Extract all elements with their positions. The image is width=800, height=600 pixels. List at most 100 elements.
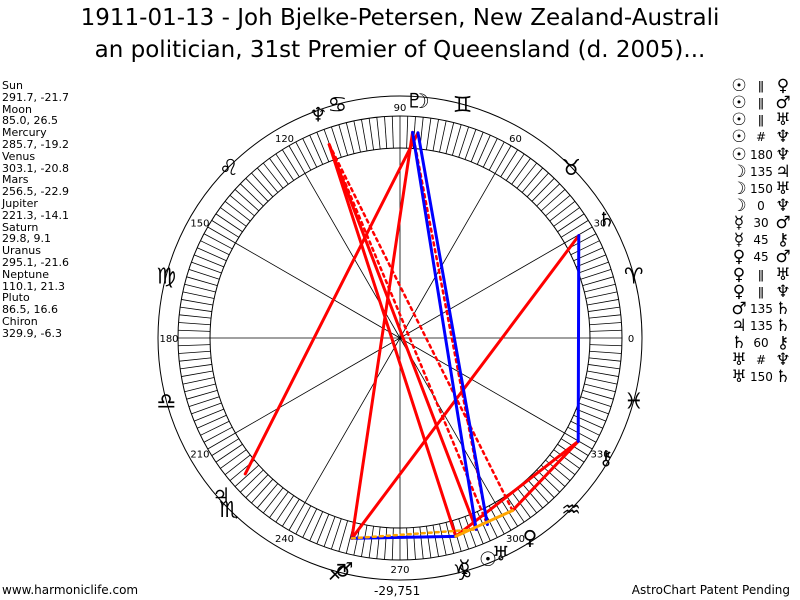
ring-tick: [224, 201, 251, 222]
aspect-planet-glyph: ♆: [775, 127, 791, 148]
planet-value-pluto: 86.5, 16.6: [2, 303, 58, 317]
aspect-type: 60: [753, 336, 769, 351]
ring-tick: [470, 132, 484, 162]
ring-tick: [316, 514, 330, 544]
ring-tick: [511, 158, 531, 185]
aspect-type: ǁ: [758, 96, 764, 111]
ring-tick: [505, 153, 525, 181]
aspect-planet-glyph: ♅: [731, 367, 747, 388]
planet-name-uranus: Uranus: [2, 244, 41, 258]
aspect-planet-glyph: ☉: [731, 76, 747, 96]
footer-patent: AstroChart Patent Pending: [631, 583, 790, 597]
sign-aries-icon: ♈: [624, 264, 644, 289]
footer-website[interactable]: www.harmoniclife.com: [2, 583, 139, 597]
planet-name-mars: Mars: [2, 173, 29, 187]
aspect-row: ♀ 45 ♂: [728, 249, 798, 266]
ring-tick: [275, 153, 295, 181]
ring-tick: [215, 213, 243, 233]
degree-label: 90: [394, 103, 407, 114]
aspect-type: 45: [753, 250, 769, 265]
ring-tick: [584, 283, 616, 293]
ring-tick: [432, 119, 439, 151]
ring-tick: [194, 254, 224, 268]
ring-tick: [178, 344, 211, 347]
planet-name-saturn: Saturn: [2, 220, 39, 234]
house-spokes: [210, 148, 590, 528]
ring-tick: [245, 178, 269, 202]
ring-tick: [188, 269, 220, 280]
aspect-planet-glyph: ♅: [775, 264, 791, 285]
ring-tick: [309, 511, 324, 541]
ring-tick: [188, 396, 220, 407]
sign-aquarius-icon: ♒: [561, 498, 581, 523]
planet-name-jupiter: Jupiter: [2, 196, 38, 210]
aspect-line: [411, 130, 478, 531]
sign-cancer-icon: ♋: [327, 93, 347, 118]
ring-tick: [376, 117, 381, 150]
aspect-planet-glyph: ☿: [733, 213, 745, 234]
ring-tick: [588, 357, 621, 362]
ring-tick: [406, 527, 409, 560]
ring-tick: [391, 527, 394, 560]
ring-tick: [211, 220, 240, 238]
aspect-type: 135: [750, 164, 773, 179]
aspect-type: 180: [750, 147, 773, 162]
planet-value-uranus: 295.1, -21.6: [2, 255, 69, 269]
planet-value-jupiter: 221.3, -14.1: [2, 208, 69, 222]
sign-leo-icon: ♌: [219, 156, 239, 181]
ring-tick: [570, 420, 600, 436]
aspect-planet-glyph: ☽: [731, 195, 747, 216]
aspect-planet-glyph: ☿: [733, 230, 745, 251]
ring-tick: [439, 523, 447, 556]
venus-icon: ♀: [523, 525, 538, 549]
ring-tick: [560, 220, 589, 238]
aspect-row: ☽ 150 ♅: [728, 180, 798, 198]
ring-tick: [540, 189, 566, 212]
aspect-type: ǁ: [758, 267, 764, 282]
aspect-row: ☿ 30 ♂: [728, 215, 798, 232]
aspect-planet-glyph: ♆: [775, 195, 791, 216]
aspect-planet-glyph: ♀: [732, 281, 746, 302]
ring-tick: [302, 138, 318, 168]
aspect-line: [327, 143, 458, 538]
sun-icon: ☉: [479, 547, 497, 571]
ring-tick: [376, 526, 381, 559]
aspect-row: ♄ 60 ⚷: [728, 335, 798, 352]
ring-tick: [582, 389, 614, 400]
aspect-planet-glyph: ♀: [732, 264, 746, 285]
aspect-row: ☽ 0 ♆: [728, 195, 798, 216]
aspect-planet-glyph: ♆: [775, 144, 791, 165]
ring-tick: [531, 474, 555, 498]
aspect-planet-glyph: ♄: [775, 298, 791, 319]
ring-tick: [234, 189, 260, 212]
ring-tick: [181, 370, 213, 377]
aspect-type: 135: [750, 301, 773, 316]
ring-tick: [536, 469, 560, 493]
ring-tick: [186, 389, 218, 400]
ring-tick: [178, 350, 211, 354]
ring-tick: [439, 120, 447, 153]
degree-label: 180: [159, 334, 178, 345]
ring-tick: [256, 483, 279, 509]
ring-tick: [488, 505, 505, 535]
aspect-line: [576, 234, 581, 443]
sign-gemini-icon: ♊: [453, 93, 473, 118]
aspect-line: [416, 131, 489, 527]
ring-tick: [570, 240, 600, 256]
aspect-planet-glyph: ♃: [731, 315, 747, 336]
ring-tick: [203, 426, 233, 443]
aspect-row: ☉ ǁ ♅: [728, 112, 798, 129]
aspect-type: #: [755, 130, 767, 145]
degree-label: 120: [275, 134, 294, 145]
ring-tick: [567, 426, 597, 443]
aspect-row: ♅ 150 ♄: [728, 369, 798, 386]
ring-tick: [240, 469, 264, 493]
ring-tick: [584, 383, 616, 393]
ring-tick: [482, 138, 498, 168]
ring-tick: [578, 402, 609, 415]
aspect-planet-glyph: ♃: [775, 161, 791, 182]
aspect-type: ǁ: [758, 113, 764, 128]
aspect-planet-glyph: ♂: [775, 213, 791, 234]
ring-tick: [191, 261, 222, 274]
planet-glyphs: ☉ ☽ ☿ ♀ ♂ ♃ ♄ ♅ ♆ ♇ ⚷: [212, 88, 615, 581]
